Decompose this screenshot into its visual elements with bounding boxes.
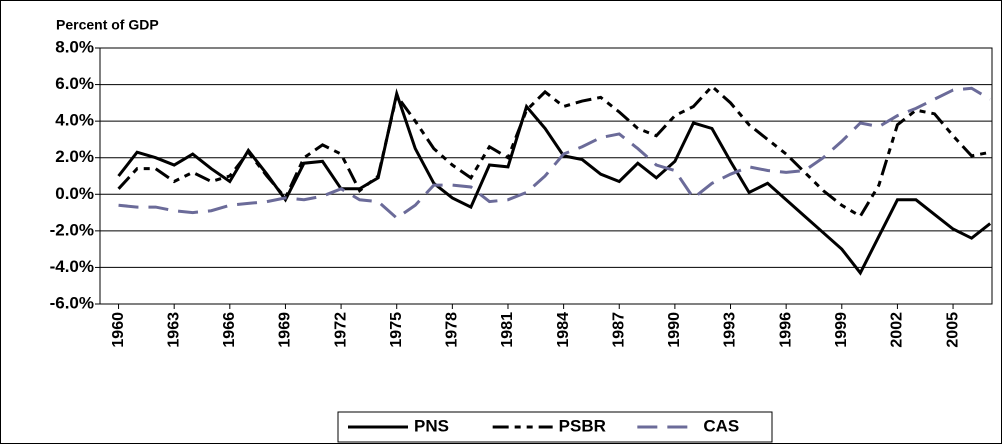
- y-tick-label: 2.0%: [55, 147, 94, 166]
- y-tick-label: 8.0%: [55, 37, 94, 56]
- x-tick-label: 1966: [221, 312, 238, 348]
- x-tick-label: 2005: [944, 312, 961, 348]
- x-tick-label: 1972: [332, 312, 349, 348]
- legend-box: [337, 411, 773, 443]
- x-tick-label: 1987: [610, 312, 627, 348]
- x-tick-label: 1960: [110, 312, 127, 348]
- x-tick-label: 1990: [666, 312, 683, 348]
- y-tick-label: 6.0%: [55, 74, 94, 93]
- x-tick-label: 1978: [444, 312, 461, 348]
- y-tick-label: -2.0%: [50, 220, 94, 239]
- x-tick-label: 1963: [165, 312, 182, 348]
- x-tick-label: 2002: [889, 312, 906, 348]
- x-tick-label: 1993: [722, 312, 739, 348]
- x-tick-label: 1999: [833, 312, 850, 348]
- series-line: [118, 86, 991, 220]
- legend-label: CAS: [703, 416, 739, 435]
- series-line: [117, 88, 992, 276]
- x-tick-label: 1996: [777, 312, 794, 348]
- x-tick-label: 1975: [388, 312, 405, 348]
- y-tick-label: 4.0%: [55, 111, 94, 130]
- legend-label: PSBR: [559, 416, 606, 435]
- y-tick-label: -6.0%: [50, 293, 94, 312]
- x-tick-label: 1981: [499, 312, 516, 348]
- y-tick-label: 0.0%: [55, 184, 94, 203]
- y-tick-label: -4.0%: [50, 257, 94, 276]
- x-tick-label: 1969: [277, 312, 294, 348]
- y-axis-label: Percent of GDP: [56, 17, 159, 33]
- series-line: [117, 84, 991, 219]
- legend-label: PNS: [414, 416, 449, 435]
- x-tick-label: 1984: [555, 312, 572, 348]
